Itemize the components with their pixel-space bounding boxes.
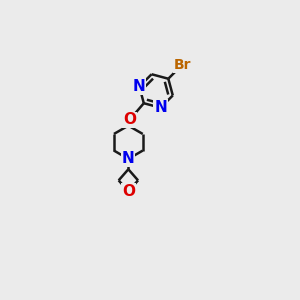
Text: N: N — [133, 79, 146, 94]
Text: N: N — [122, 152, 135, 166]
Text: O: O — [123, 112, 136, 128]
Text: Br: Br — [173, 58, 191, 72]
Text: N: N — [154, 100, 167, 115]
Text: O: O — [122, 184, 135, 199]
